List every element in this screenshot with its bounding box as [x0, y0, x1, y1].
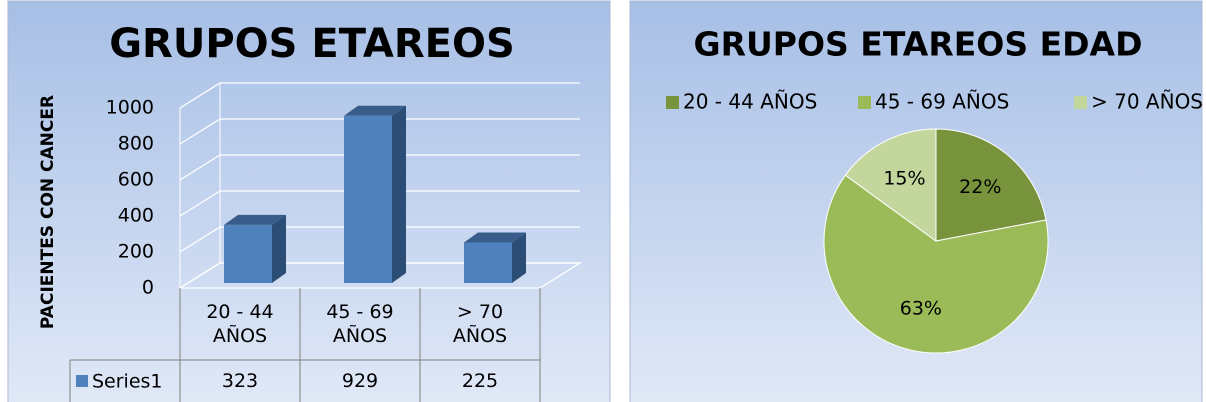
chart-title: GRUPOS ETAREOS EDAD — [694, 25, 1143, 64]
grid-line — [179, 190, 580, 217]
legend-label: > 70 AÑOS — [1091, 90, 1203, 114]
table-value-box: 225 — [461, 370, 499, 392]
bar-top — [464, 232, 526, 243]
y-tick-label: 400 — [118, 205, 154, 227]
legend-key — [666, 96, 679, 109]
x-tick-label: 20 - 44 AÑOS — [206, 301, 274, 347]
x-tick-label: 45 - 69 AÑOS — [326, 301, 394, 347]
bar-side — [392, 105, 406, 283]
data-label: 22% — [959, 176, 1001, 198]
grid-line — [179, 226, 580, 253]
left-panel — [7, 0, 611, 402]
y-tick-label: 800 — [118, 133, 154, 155]
x-tick-label-box: > 70 AÑOS — [452, 301, 508, 347]
legend-key — [1074, 96, 1087, 109]
bar-top — [224, 214, 286, 225]
legend-label: 20 - 44 AÑOS — [683, 90, 817, 114]
bar-side — [272, 214, 286, 283]
bar — [464, 242, 512, 283]
bar-top — [344, 105, 406, 116]
x-tick-label-box: 45 - 69 AÑOS — [326, 301, 394, 347]
pie-slice — [823, 174, 1049, 354]
table-value-box: 929 — [341, 370, 379, 392]
legend-key — [76, 375, 88, 387]
bar — [224, 224, 272, 283]
grid-line — [179, 118, 580, 145]
grid-line — [179, 82, 580, 109]
table-value: 225 — [461, 370, 499, 392]
grid-line — [179, 154, 580, 181]
y-tick-label: 0 — [142, 277, 154, 299]
bar-side — [512, 232, 526, 283]
x-tick-label: > 70 AÑOS — [452, 301, 508, 347]
x-tick-label-box: 20 - 44 AÑOS — [206, 301, 274, 347]
y-tick-label: 600 — [118, 169, 154, 191]
bar — [344, 115, 392, 283]
pie-slice — [844, 128, 937, 242]
table-value: 929 — [341, 370, 379, 392]
pie-slice — [935, 128, 1047, 242]
y-tick-label: 1000 — [106, 97, 154, 119]
legend-label: 45 - 69 AÑOS — [875, 90, 1009, 114]
y-axis-label: PACIENTES CON CANCER — [38, 95, 58, 329]
legend-label: Series1 — [92, 371, 163, 393]
data-label: 15% — [883, 168, 925, 190]
legend-key — [858, 96, 871, 109]
table-value: 323 — [221, 370, 259, 392]
table-value-box: 323 — [221, 370, 259, 392]
data-label: 63% — [900, 297, 942, 319]
chart-title: GRUPOS ETAREOS — [109, 21, 515, 67]
y-tick-label: 200 — [118, 241, 154, 263]
